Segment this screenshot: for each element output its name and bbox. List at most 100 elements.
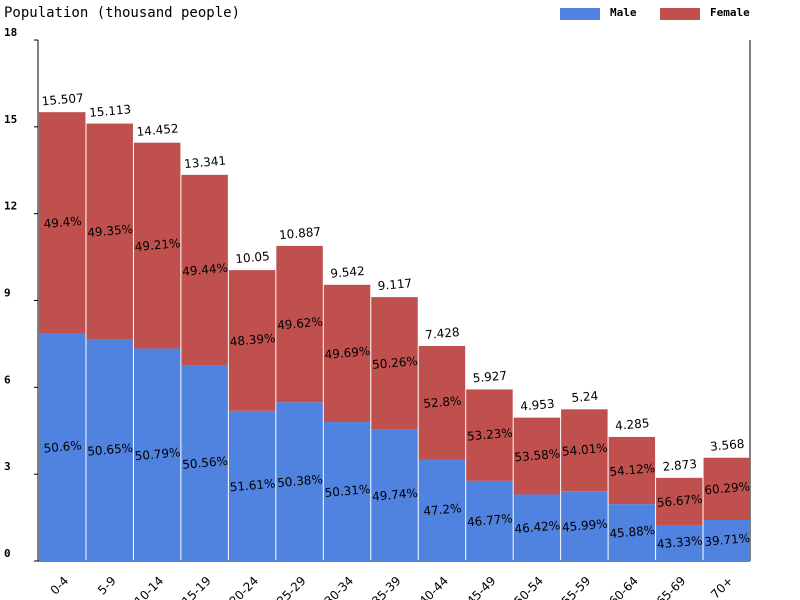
bar-segment <box>276 245 323 403</box>
y-tick-label: 6 <box>4 373 11 386</box>
y-tick-label: 9 <box>4 287 11 300</box>
x-tick-label: 35-39 <box>369 574 404 600</box>
bar-segment <box>466 480 513 561</box>
share-label: 49.69% <box>324 344 371 362</box>
total-label: 4.953 <box>520 397 555 414</box>
total-label: 13.341 <box>184 154 227 172</box>
bar-segment <box>133 348 181 561</box>
share-label: 50.26% <box>372 354 419 372</box>
x-tick-label: 65-69 <box>654 574 689 600</box>
x-tick-label: 55-59 <box>559 574 594 600</box>
x-tick-label: 25-29 <box>274 574 309 600</box>
bar-segment <box>608 436 656 505</box>
total-label: 3.568 <box>709 437 744 454</box>
bar-segment <box>656 477 703 525</box>
total-label: 2.873 <box>662 457 697 474</box>
bar-segment <box>513 417 561 495</box>
share-label: 49.21% <box>134 236 181 254</box>
share-label: 50.31% <box>324 482 371 500</box>
y-tick-label: 18 <box>4 26 17 39</box>
share-label: 43.33% <box>656 534 703 552</box>
share-label: 39.71% <box>704 531 751 549</box>
legend-label: Male <box>610 6 637 19</box>
share-label: 49.74% <box>372 486 419 504</box>
bar-segment <box>39 333 86 561</box>
bar-segment <box>418 346 466 460</box>
legend-swatch <box>660 8 700 20</box>
share-label: 53.58% <box>514 447 561 465</box>
x-tick-label: 30-34 <box>322 574 357 600</box>
x-tick-label: 15-19 <box>179 574 214 600</box>
bar-segment <box>513 494 561 561</box>
bar-segment <box>608 504 656 561</box>
x-tick-label: 70+ <box>708 574 736 600</box>
share-label: 49.62% <box>277 315 324 333</box>
share-label: 45.99% <box>561 517 608 535</box>
y-tick-label: 12 <box>4 200 17 213</box>
share-label: 53.23% <box>466 426 513 444</box>
total-label: 15.113 <box>89 102 132 120</box>
bar-segment <box>466 389 513 481</box>
share-label: 54.01% <box>561 441 608 459</box>
x-tick-label: 0-4 <box>48 574 72 598</box>
share-label: 50.79% <box>134 445 181 463</box>
total-label: 9.117 <box>377 276 412 293</box>
share-label: 47.2% <box>423 501 462 518</box>
bar-segment <box>418 459 466 561</box>
bar-segment <box>39 112 86 334</box>
share-label: 50.6% <box>43 438 82 455</box>
x-tick-label: 45-49 <box>464 574 499 600</box>
total-label: 7.428 <box>425 325 460 342</box>
bar-segment <box>371 429 418 561</box>
bar-segment <box>181 365 228 561</box>
share-label: 56.67% <box>656 492 703 510</box>
bar-segment <box>323 422 371 561</box>
bar-segment <box>86 123 133 340</box>
share-label: 49.44% <box>182 261 229 279</box>
share-label: 49.35% <box>87 222 134 240</box>
bar-segment <box>561 491 608 561</box>
chart-title: Population (thousand people) <box>4 5 240 21</box>
y-tick-label: 0 <box>4 547 11 560</box>
share-label: 48.39% <box>229 331 276 349</box>
share-label: 60.29% <box>704 479 751 497</box>
total-label: 14.452 <box>136 121 179 139</box>
bar-segment <box>703 519 750 561</box>
total-label: 9.542 <box>330 264 365 281</box>
bar-segment <box>133 142 181 349</box>
share-label: 49.4% <box>43 214 82 231</box>
share-label: 45.88% <box>609 523 656 541</box>
total-label: 4.285 <box>615 416 650 433</box>
total-label: 15.507 <box>41 91 84 109</box>
share-label: 46.42% <box>514 518 561 536</box>
share-label: 52.8% <box>423 394 462 411</box>
x-tick-label: 10-14 <box>132 574 167 600</box>
y-tick-label: 3 <box>4 460 11 473</box>
bar-segment <box>371 297 418 430</box>
y-tick-label: 15 <box>4 113 17 126</box>
share-label: 50.65% <box>87 441 134 459</box>
x-tick-label: 40-44 <box>417 574 452 600</box>
bar-segment <box>276 402 323 561</box>
bar-segment <box>86 339 133 561</box>
bar-segment <box>703 457 750 520</box>
share-label: 54.12% <box>609 461 656 479</box>
share-label: 50.56% <box>182 454 229 472</box>
bar-segment <box>181 174 228 366</box>
bar-segment <box>228 270 276 411</box>
legend-swatch <box>560 8 600 20</box>
share-label: 46.77% <box>466 511 513 529</box>
share-label: 51.61% <box>229 476 276 494</box>
total-label: 5.24 <box>571 389 599 405</box>
share-label: 50.38% <box>277 472 324 490</box>
total-label: 5.927 <box>472 368 507 385</box>
bar-segment <box>228 410 276 561</box>
x-tick-label: 60-64 <box>606 574 641 600</box>
x-tick-label: 20-24 <box>227 574 262 600</box>
bar-segment <box>323 284 371 423</box>
x-tick-label: 5-9 <box>95 574 119 598</box>
total-label: 10.887 <box>278 225 321 243</box>
bar-segment <box>656 524 703 561</box>
bar-segment <box>561 409 608 492</box>
